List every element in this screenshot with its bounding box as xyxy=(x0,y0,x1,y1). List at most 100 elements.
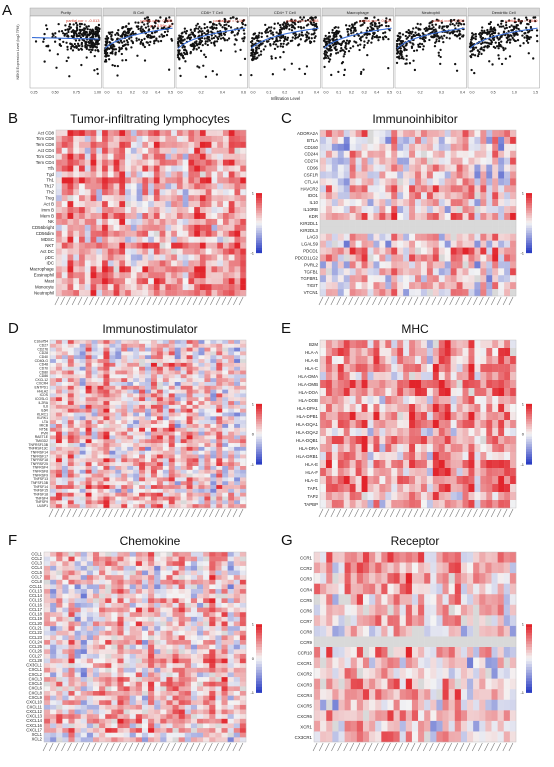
heatmap-cell xyxy=(331,268,339,276)
heatmap-cell xyxy=(103,393,110,398)
heatmap-cell xyxy=(211,248,218,255)
heatmap-cell xyxy=(153,201,160,208)
heatmap-cell xyxy=(205,290,212,297)
heatmap-cell xyxy=(133,450,140,455)
heatmap-cell xyxy=(79,135,85,143)
heatmap-row-label: CD160 xyxy=(304,145,318,150)
scatter-point xyxy=(256,51,259,55)
scatter-point xyxy=(85,47,88,51)
scatter-point xyxy=(143,37,146,41)
scatter-point xyxy=(118,48,121,51)
heatmap-cell xyxy=(159,266,166,273)
heatmap-cell xyxy=(198,362,205,367)
heatmap-cell xyxy=(492,233,499,241)
heatmap-cell xyxy=(50,378,57,383)
heatmap-cell xyxy=(205,183,212,190)
heatmap-cell xyxy=(91,374,98,379)
heatmap-cell xyxy=(343,136,350,145)
legend-swatch xyxy=(526,210,532,214)
heatmap-cell xyxy=(165,254,172,261)
heatmap-cell xyxy=(391,199,398,207)
heatmap-cell xyxy=(188,130,195,137)
heatmap-cell xyxy=(85,427,92,432)
heatmap-cell xyxy=(97,397,104,402)
scatter-point xyxy=(502,48,505,52)
heatmap-cell xyxy=(85,462,92,467)
heatmap-cell xyxy=(426,143,434,151)
heatmap-cell xyxy=(198,443,205,448)
scatter-point xyxy=(495,45,499,48)
heatmap-cell xyxy=(109,462,116,467)
heatmap-cell xyxy=(228,218,235,226)
scatter-point xyxy=(470,68,473,72)
heatmap-cell xyxy=(145,454,152,459)
scatter-point xyxy=(532,57,535,60)
heatmap-cell xyxy=(139,401,146,406)
heatmap-cell xyxy=(103,370,110,375)
heatmap-cell xyxy=(510,233,517,241)
heatmap-cell xyxy=(194,284,201,291)
heatmap-cell xyxy=(320,275,327,283)
scatter-point xyxy=(273,27,276,30)
heatmap-cell xyxy=(373,240,380,248)
heatmap-cell xyxy=(121,397,128,402)
heatmap-cell xyxy=(159,290,166,297)
heatmap-cell xyxy=(337,192,344,200)
heatmap-cell xyxy=(96,218,103,226)
heatmap-cell xyxy=(162,382,169,387)
panel-letter-b: B xyxy=(8,110,19,127)
scatter-point xyxy=(352,31,355,34)
heatmap-cell xyxy=(198,454,205,459)
scatter-point xyxy=(148,34,152,37)
heatmap-cell xyxy=(142,230,149,237)
heatmap-cell xyxy=(456,282,463,290)
legend-swatch xyxy=(256,247,262,251)
scatter-point xyxy=(488,42,491,45)
heatmap-cell xyxy=(188,278,195,285)
heatmap-cell xyxy=(168,439,175,444)
heatmap-cell xyxy=(125,177,132,184)
heatmap-cell xyxy=(109,412,116,417)
heatmap-cell xyxy=(450,178,457,186)
heatmap-cell xyxy=(136,213,143,220)
scatter-point xyxy=(377,39,380,42)
heatmap-row-label: Act B xyxy=(44,201,55,206)
heatmap-cell xyxy=(210,378,217,383)
scatter-point xyxy=(500,45,503,48)
scatter-point xyxy=(251,39,254,43)
heatmap-cell xyxy=(90,171,97,178)
heatmap-cell xyxy=(462,282,469,290)
scatter-point xyxy=(76,24,79,27)
column-tick xyxy=(419,296,425,306)
heatmap-cell xyxy=(222,177,229,184)
heatmap-cell xyxy=(109,473,116,478)
heatmap-cell xyxy=(234,135,241,143)
legend-swatch xyxy=(256,245,262,249)
heatmap-cell xyxy=(385,240,392,248)
heatmap-cell xyxy=(67,450,74,455)
scatter-point xyxy=(257,47,261,50)
heatmap-cell xyxy=(180,343,187,348)
scatter-point xyxy=(457,33,461,37)
heatmap-cell xyxy=(109,424,116,429)
scatter-point xyxy=(516,33,519,36)
heatmap-cell xyxy=(492,206,499,214)
heatmap-cell xyxy=(97,443,104,448)
heatmap-cell xyxy=(361,275,368,283)
heatmap-cell xyxy=(168,427,175,432)
scatter-point xyxy=(134,21,137,24)
heatmap-cell xyxy=(102,183,109,190)
heatmap-cell xyxy=(90,195,97,202)
heatmap-cell xyxy=(450,164,457,172)
heatmap-cell xyxy=(61,435,69,440)
heatmap-cell xyxy=(456,164,463,172)
heatmap-cell xyxy=(222,183,229,190)
heatmap-cell xyxy=(91,427,98,432)
heatmap-cell xyxy=(55,473,63,478)
heatmap-cell xyxy=(456,247,463,255)
heatmap-cell xyxy=(349,213,356,221)
heatmap-cell xyxy=(216,366,223,371)
heatmap-cell xyxy=(234,416,241,421)
heatmap-cell xyxy=(67,355,74,360)
scatter-point xyxy=(96,67,99,71)
